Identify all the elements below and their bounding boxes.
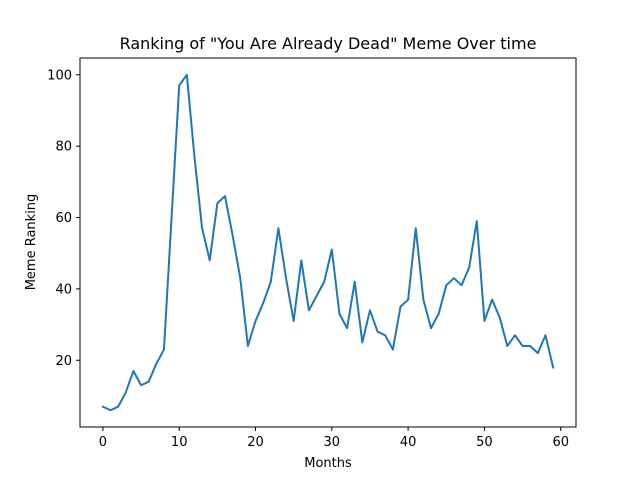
y-tick-label: 80 (55, 140, 72, 155)
x-tick-label: 60 (552, 435, 569, 450)
x-tick-label: 50 (476, 435, 493, 450)
x-axis-label: Months (304, 456, 352, 471)
y-axis-label: Meme Ranking (24, 194, 39, 291)
y-tick-label: 100 (47, 68, 72, 83)
plot-frame (79, 57, 577, 428)
x-tick-label: 30 (324, 435, 341, 450)
x-tick-label: 0 (99, 435, 107, 450)
y-tick-label: 40 (55, 282, 72, 297)
x-axis-ticks: 0 10 20 30 40 50 60 (99, 427, 569, 450)
y-tick-label: 60 (55, 211, 72, 226)
y-tick-label: 20 (55, 354, 72, 369)
series-line (101, 73, 555, 412)
x-tick-label: 20 (247, 435, 264, 450)
chart-title: Ranking of "You Are Already Dead" Meme O… (120, 34, 537, 53)
x-tick-label: 40 (400, 435, 417, 450)
x-tick-label: 10 (171, 435, 188, 450)
y-axis-ticks: 20 40 60 80 100 (47, 68, 80, 369)
